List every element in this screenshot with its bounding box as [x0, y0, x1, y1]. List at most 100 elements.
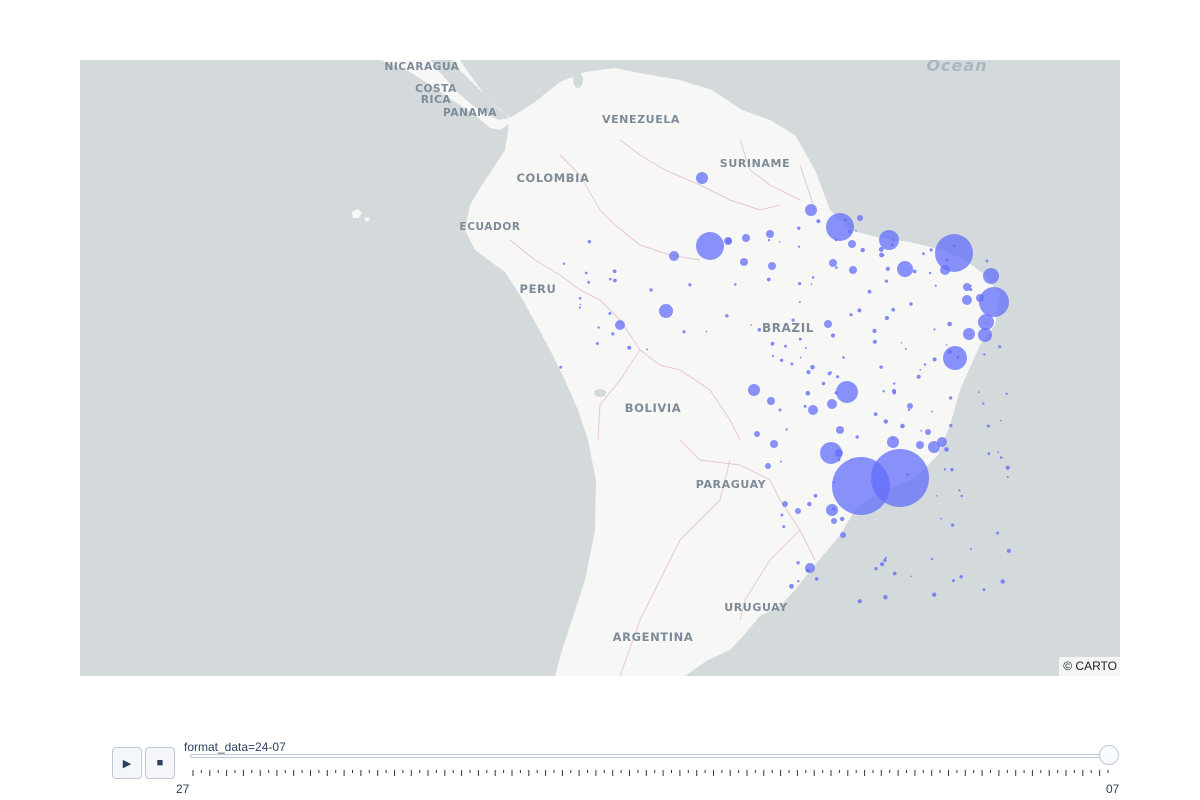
map-bubble-small — [779, 358, 784, 362]
map-bubble — [770, 440, 778, 448]
map-bubble — [836, 381, 858, 403]
map-bubble-small — [890, 243, 894, 247]
map-bubble-small — [947, 321, 952, 327]
map-bubble-small — [587, 240, 592, 244]
map-bubble — [983, 268, 999, 284]
map-bubble — [782, 501, 788, 507]
label-brazil: BRAZIL — [762, 321, 814, 335]
map-bubble-small — [767, 239, 771, 242]
map-bubble-small — [860, 247, 865, 253]
map-bubble — [887, 436, 899, 448]
map-bubble-small — [627, 345, 632, 350]
map-bubble-small — [912, 269, 917, 274]
slider-rail[interactable] — [190, 754, 1111, 758]
map-bubble — [907, 403, 913, 409]
map-bubble-small — [932, 592, 937, 597]
south-america-land — [465, 68, 1000, 676]
map-bubble-small — [949, 424, 953, 428]
map-bubble-small — [931, 410, 933, 413]
map-bubble — [748, 384, 760, 396]
map-bubble — [826, 504, 838, 516]
stop-button[interactable]: ■ — [145, 747, 175, 779]
label-bolivia: BOLIVIA — [625, 401, 681, 415]
label-argentina: ARGENTINA — [613, 630, 694, 644]
map-bubble-small — [987, 452, 991, 456]
map-bubble-small — [791, 318, 795, 322]
map-bubble-small — [969, 288, 973, 291]
map-bubble-small — [611, 332, 615, 336]
map-bubble — [768, 262, 776, 270]
label-costa-rica-1: COSTA — [415, 83, 457, 95]
map-bubble-small — [830, 371, 833, 373]
play-icon: ▶ — [122, 757, 132, 770]
map-bubble-small — [810, 283, 813, 285]
map-bubble-small — [867, 289, 872, 294]
map-bubble — [928, 441, 940, 453]
map-bubble-small — [882, 390, 885, 393]
map-bubble-small — [959, 575, 963, 579]
map-bubble-small — [998, 345, 1002, 349]
map-bubble — [940, 265, 950, 275]
map-bubble-small — [929, 248, 933, 252]
map-bubble — [740, 258, 748, 266]
map-bubble-small — [919, 369, 922, 371]
map-bubble-small — [999, 419, 1002, 422]
slider-current-value: format_data=24-07 — [184, 740, 286, 754]
map-bubble-small — [798, 245, 801, 248]
map-bubble — [925, 429, 931, 435]
map-attribution: © CARTO — [1059, 657, 1120, 676]
map-canvas[interactable]: NICARAGUA COSTA RICA PANAMA VENEZUELA SU… — [80, 60, 1120, 676]
map-bubble-small — [883, 558, 887, 562]
map-bubble-small — [804, 347, 807, 349]
map-bubble-small — [916, 374, 921, 379]
map-bubble-small — [799, 356, 802, 359]
map-bubble-small — [970, 284, 972, 287]
map-bubble-small — [944, 447, 949, 452]
map-bubble-small — [798, 301, 801, 304]
map-bubble-small — [790, 362, 794, 366]
map-bubble-small — [705, 330, 708, 333]
slider-handle[interactable] — [1099, 745, 1119, 765]
map-bubble-small — [833, 481, 836, 484]
play-button[interactable]: ▶ — [112, 747, 142, 779]
map-bubble — [943, 346, 967, 370]
map-bubble — [840, 532, 846, 538]
map-bubble-small — [982, 588, 986, 592]
map-bubble — [879, 230, 899, 250]
map-bubble-small — [932, 357, 937, 362]
map-bubble-small — [688, 283, 692, 287]
stop-icon: ■ — [156, 757, 164, 769]
map-bubble-small — [725, 314, 729, 318]
map-bubble-small — [947, 349, 953, 355]
map-bubble-small — [857, 308, 862, 313]
map-bubble-small — [811, 276, 815, 279]
map-bubble-small — [930, 557, 934, 561]
map-bubble-small — [909, 302, 913, 306]
label-paraguay: PARAGUAY — [696, 478, 767, 491]
map-bubble — [615, 320, 625, 330]
map-bubble-small — [579, 303, 582, 306]
map-bubble — [659, 304, 673, 318]
map-bubble-small — [806, 370, 811, 375]
map-bubble-small — [827, 371, 832, 376]
map-bubble — [726, 238, 732, 244]
map-bubble-small — [855, 229, 857, 232]
map-bubble-small — [874, 567, 878, 571]
map-bubble-small — [946, 258, 949, 262]
map-bubble — [767, 397, 775, 405]
map-bubble-small — [900, 423, 905, 429]
map-bubble-small — [646, 348, 649, 351]
map-bubble-small — [757, 328, 762, 332]
map-bubble — [871, 449, 929, 507]
map-bubble-small — [970, 547, 973, 550]
map-bubble-small — [834, 391, 838, 395]
map-bubble-small — [778, 408, 782, 412]
map-bubble-small — [933, 328, 936, 331]
map-bubble-small — [682, 330, 686, 334]
label-costa-rica-2: RICA — [421, 94, 451, 106]
map-bubble-small — [649, 288, 653, 292]
map-bubble — [962, 295, 972, 305]
map-bubble-small — [950, 468, 954, 472]
map-bubble-small — [597, 326, 600, 329]
map-bubble-small — [920, 429, 923, 432]
